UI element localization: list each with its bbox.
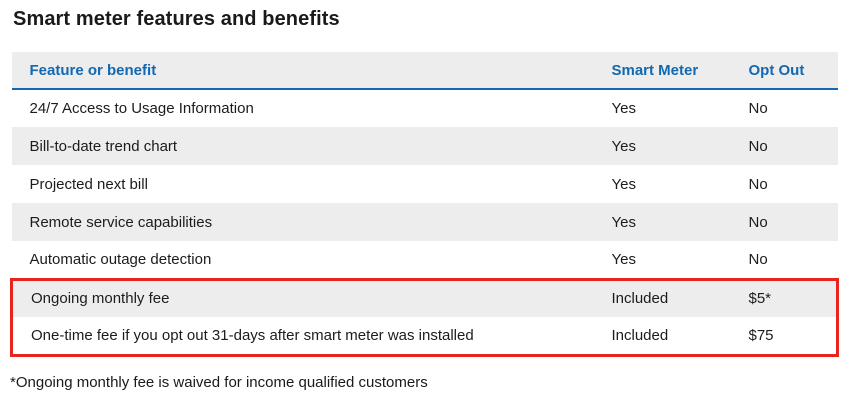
smart-meter-cell: Yes — [611, 137, 636, 155]
table-row: Ongoing monthly fee Included $5* — [10, 277, 839, 317]
table-row: Remote service capabilities Yes No — [11, 203, 838, 241]
column-header-opt-out: Opt Out — [748, 52, 838, 90]
smart-meter-cell: Yes — [611, 100, 636, 117]
smart-meter-cell: Yes — [611, 250, 636, 268]
table-row: Projected next bill Yes No — [12, 165, 838, 203]
feature-cell: Automatic outage detection — [29, 250, 212, 268]
table-row: Automatic outage detection Yes No — [12, 241, 838, 279]
smart-meter-cell: Included — [611, 317, 749, 357]
column-header-smart-meter: Smart Meter — [611, 52, 749, 90]
opt-out-cell: $5* — [748, 277, 839, 317]
smart-meter-cell: Yes — [611, 213, 636, 231]
header-row: Feature or benefit Smart Meter Opt Out — [11, 52, 838, 90]
table-row: Bill-to-date trend chart Yes No — [11, 127, 838, 165]
opt-out-cell: No — [748, 137, 768, 155]
smart-meter-cell: Included — [611, 277, 749, 317]
table-body: 24/7 Access to Usage Information Yes No Bil… — [10, 89, 839, 357]
page: Smart meter features and benefits Featur… — [10, 8, 839, 391]
feature-cell: Projected next bill — [29, 175, 148, 193]
feature-cell: 24/7 Access to Usage Information — [29, 100, 254, 117]
feature-cell: Ongoing monthly fee — [10, 277, 612, 317]
opt-out-cell: $75 — [748, 317, 839, 357]
column-header-feature: Feature or benefit — [11, 52, 612, 90]
table-row: 24/7 Access to Usage Information Yes No — [12, 89, 838, 127]
page-title: Smart meter features and benefits — [13, 8, 340, 30]
feature-cell: One-time fee if you opt out 31-days afte… — [10, 317, 612, 357]
smart-meter-cell: Yes — [611, 175, 636, 193]
footnote: *Ongoing monthly fee is waived for incom… — [10, 373, 428, 391]
features-table: Feature or benefit Smart Meter Opt Out 2… — [10, 52, 839, 357]
feature-cell: Bill-to-date trend chart — [29, 137, 178, 155]
table-row: One-time fee if you opt out 31-days afte… — [10, 317, 839, 357]
table-header: Feature or benefit Smart Meter Opt Out — [11, 52, 838, 90]
feature-cell: Remote service capabilities — [29, 213, 213, 231]
opt-out-cell: No — [748, 175, 768, 193]
opt-out-cell: No — [748, 250, 768, 268]
opt-out-cell: No — [748, 213, 768, 231]
opt-out-cell: No — [748, 100, 768, 117]
